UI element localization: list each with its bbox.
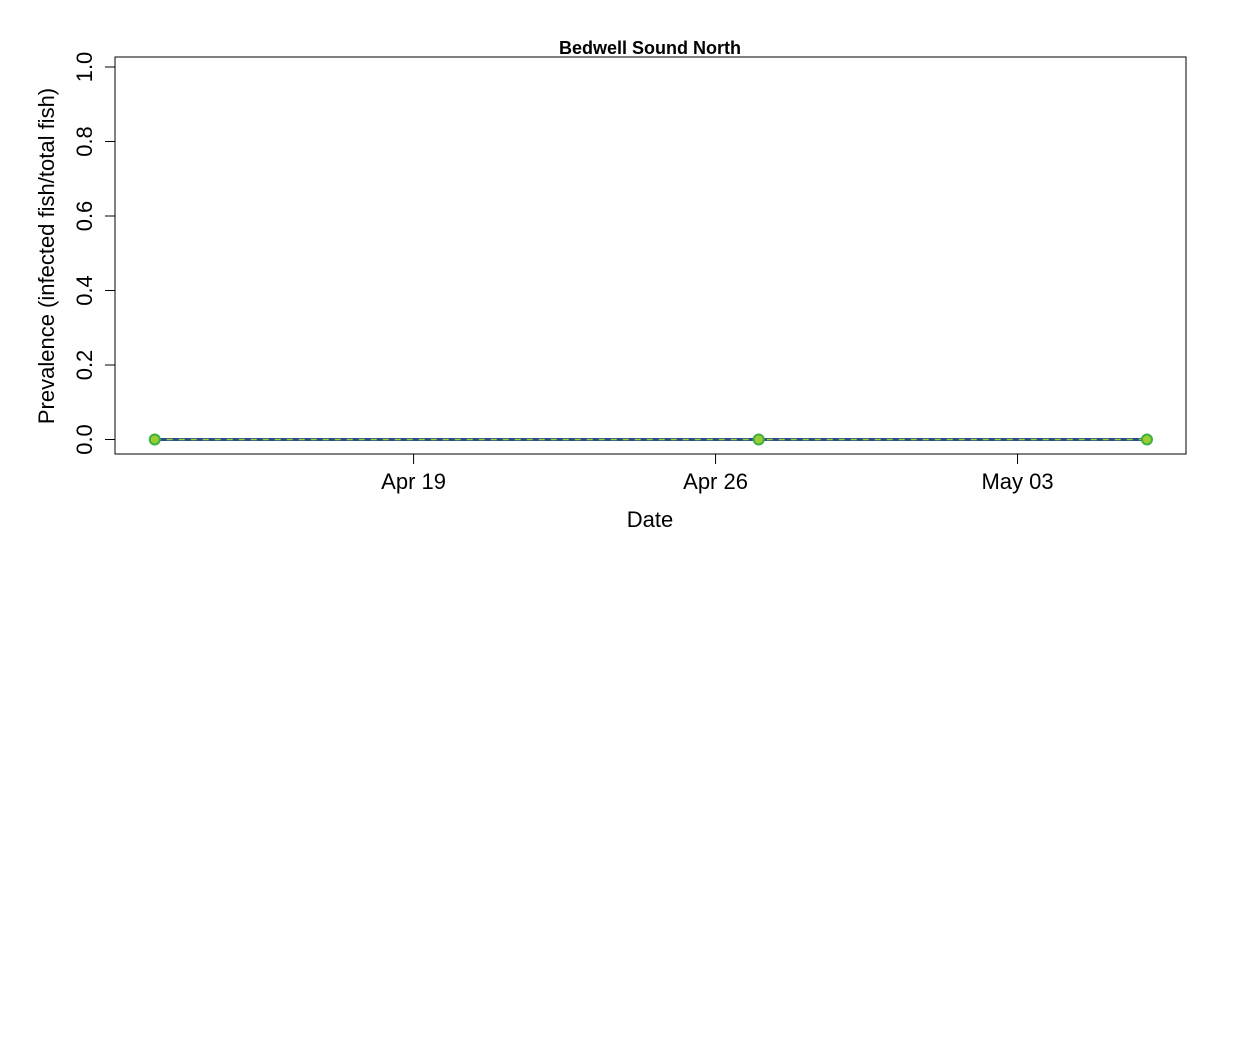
series-layer — [148, 433, 1153, 446]
chart-title: Bedwell Sound North — [559, 38, 741, 58]
x-axis-label: Date — [627, 507, 673, 532]
y-tick-label: 1.0 — [72, 52, 97, 83]
data-point — [148, 433, 161, 446]
x-tick-label: Apr 26 — [683, 469, 748, 494]
plot-frame — [114, 56, 1187, 455]
data-point — [1140, 433, 1153, 446]
y-axis-label: Prevalence (infected fish/total fish) — [34, 88, 59, 424]
y-tick-label: 0.6 — [72, 201, 97, 232]
x-axis: Apr 19 Apr 26 May 03 — [381, 454, 1054, 494]
y-axis: 0.0 0.2 0.4 0.6 0.8 1.0 — [72, 52, 115, 455]
y-tick-label: 0.0 — [72, 424, 97, 455]
y-tick-label: 0.2 — [72, 350, 97, 381]
y-tick-label: 0.8 — [72, 126, 97, 157]
data-point — [752, 433, 765, 446]
x-tick-label: Apr 19 — [381, 469, 446, 494]
y-tick-label: 0.4 — [72, 275, 97, 306]
x-tick-label: May 03 — [981, 469, 1053, 494]
